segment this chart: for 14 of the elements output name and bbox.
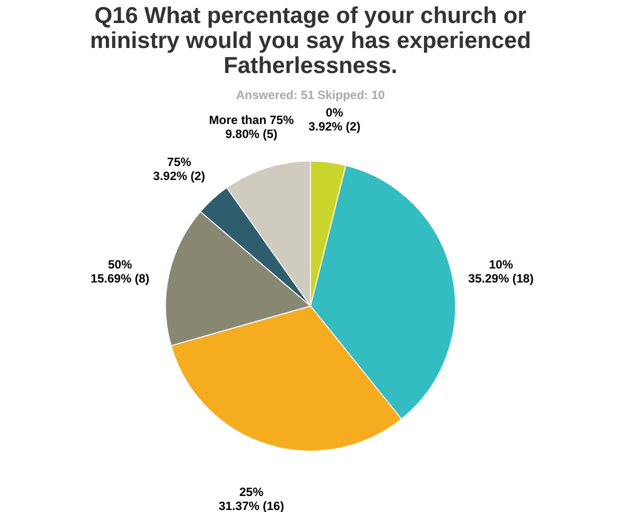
- chart-title: Q16 What percentage of your church or ministry would you say has experienced Fatherlessness.: [90, 2, 531, 78]
- slice-label: More than 75%: [209, 113, 294, 128]
- slice-label: 50%: [108, 257, 132, 272]
- slice-label: 10%: [488, 257, 514, 272]
- data-label: 31.37% (16): [218, 498, 284, 512]
- data-label: 3.92% (2): [308, 119, 360, 134]
- slice-label: 75%: [167, 154, 192, 169]
- chart-subtitle: Answered: 51 Skipped: 10: [236, 88, 386, 102]
- data-label: 9.80% (5): [225, 127, 278, 142]
- data-label: 35.29% (18): [468, 271, 534, 286]
- slice-label: 25%: [239, 484, 264, 499]
- slice-label: 0%: [326, 105, 344, 120]
- data-label: 15.69% (8): [90, 271, 150, 286]
- data-label: 3.92% (2): [153, 168, 206, 183]
